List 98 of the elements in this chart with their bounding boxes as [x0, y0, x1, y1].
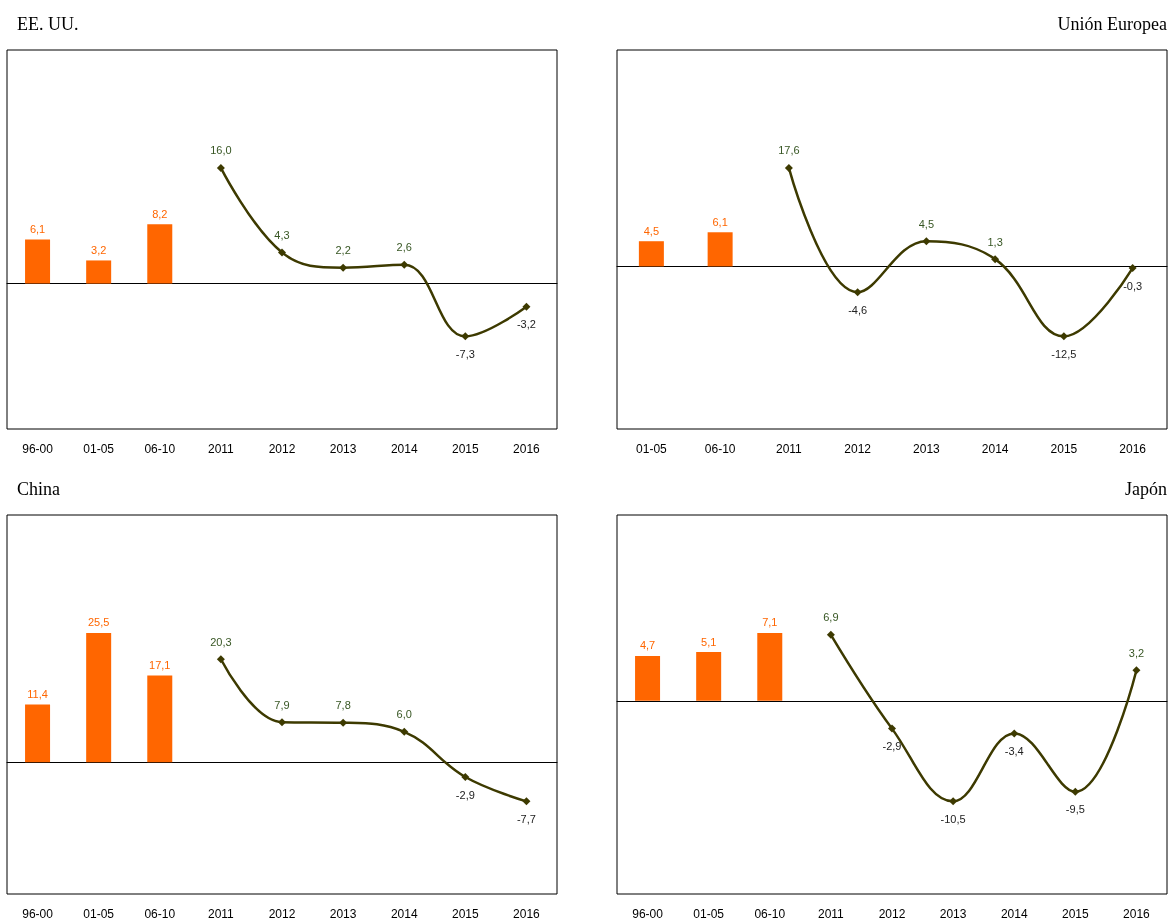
- data-label: 1,3: [987, 235, 1003, 248]
- point: [1128, 264, 1137, 273]
- data-label: 3,2: [1128, 646, 1145, 659]
- data-label: 5,1: [701, 635, 717, 648]
- x-tick-label: 06-10: [144, 442, 176, 456]
- data-label: -0,3: [1123, 279, 1143, 292]
- data-label: 17,6: [778, 144, 800, 157]
- data-label: 4,3: [274, 228, 290, 241]
- chart-title: Unión Europea: [1057, 14, 1168, 34]
- x-tick-label: 2011: [207, 442, 235, 456]
- data-label: -12,5: [1051, 347, 1077, 360]
- point: [461, 773, 470, 781]
- x-tick-label: 2011: [817, 907, 845, 921]
- point: [1071, 787, 1080, 796]
- chart-title: Japón: [1125, 479, 1167, 499]
- point: [888, 724, 896, 733]
- data-label: 11,4: [27, 687, 48, 700]
- x-tick-label: 2012: [268, 907, 296, 921]
- chart-title: EE. UU.: [17, 14, 79, 34]
- x-tick-label: 01-05: [693, 907, 725, 921]
- data-label: -9,5: [1065, 803, 1085, 816]
- point: [949, 797, 958, 806]
- data-label: 3,2: [91, 243, 107, 256]
- data-label: -2,9: [455, 788, 475, 801]
- data-label: 8,2: [152, 207, 168, 220]
- x-tick-label: 2015: [1061, 907, 1089, 921]
- data-label: -3,4: [1004, 744, 1024, 757]
- point: [853, 288, 862, 297]
- data-label: 4,5: [643, 224, 660, 237]
- x-tick-label: 2015: [451, 442, 479, 456]
- point: [826, 630, 835, 639]
- data-label: 6,0: [396, 708, 412, 721]
- point: [784, 163, 793, 172]
- x-tick-label: 01-05: [636, 442, 668, 456]
- x-tick-label: 2014: [1000, 907, 1028, 921]
- point: [922, 237, 931, 246]
- x-tick-label: 06-10: [754, 907, 786, 921]
- x-tick-label: 2013: [939, 907, 967, 921]
- point: [278, 718, 286, 727]
- point: [339, 263, 348, 272]
- point: [216, 655, 225, 664]
- point: [216, 163, 225, 172]
- x-tick-label: 2011: [207, 907, 235, 921]
- data-label: -10,5: [940, 812, 966, 825]
- data-label: 6,9: [823, 611, 839, 624]
- data-label: 2,2: [335, 244, 351, 257]
- data-label: -7,7: [516, 812, 536, 825]
- x-tick-label: 01-05: [83, 907, 115, 921]
- x-tick-label: 2013: [329, 442, 357, 456]
- data-label: 17,1: [149, 659, 171, 672]
- x-tick-label: 01-05: [83, 442, 115, 456]
- data-label: 6,1: [29, 222, 46, 235]
- x-tick-label: 2012: [878, 907, 906, 921]
- x-tick-label: 2012: [844, 442, 872, 456]
- x-tick-label: 2015: [1050, 442, 1078, 456]
- data-label: -3,2: [516, 318, 536, 331]
- x-tick-label: 2016: [513, 907, 541, 921]
- data-label: -2,9: [882, 740, 902, 753]
- data-label: 4,7: [639, 639, 656, 652]
- data-label: 25,5: [87, 616, 110, 629]
- data-label: 6,1: [712, 215, 728, 228]
- data-label: -4,6: [848, 303, 868, 316]
- x-tick-label: 2013: [329, 907, 357, 921]
- data-label: 20,3: [210, 635, 232, 648]
- data-label: 4,5: [918, 217, 935, 230]
- data-label: 2,6: [396, 241, 412, 254]
- x-tick-label: 2015: [451, 907, 479, 921]
- data-label: 7,8: [335, 699, 351, 712]
- x-tick-label: 2014: [390, 442, 418, 456]
- point: [522, 302, 531, 311]
- point: [522, 797, 531, 806]
- point: [400, 727, 409, 736]
- data-label: 7,1: [762, 616, 778, 629]
- point: [339, 718, 348, 727]
- point: [1132, 666, 1141, 675]
- x-tick-label: 2016: [1119, 442, 1147, 456]
- x-tick-label: 2011: [775, 442, 803, 456]
- data-label: 16,0: [210, 144, 232, 157]
- point: [461, 332, 470, 341]
- x-tick-label: 2014: [390, 907, 418, 921]
- point: [278, 248, 286, 257]
- chart-title: China: [17, 479, 61, 499]
- x-tick-label: 96-00: [632, 907, 664, 921]
- data-label: 7,9: [274, 698, 290, 711]
- x-tick-label: 06-10: [704, 442, 736, 456]
- x-tick-label: 2013: [913, 442, 941, 456]
- point: [991, 255, 1000, 264]
- point: [1059, 332, 1068, 341]
- point: [1010, 729, 1019, 738]
- x-tick-label: 2014: [981, 442, 1009, 456]
- data-label: -7,3: [455, 347, 475, 360]
- x-tick-label: 2012: [268, 442, 296, 456]
- x-tick-label: 2016: [513, 442, 541, 456]
- x-tick-label: 2016: [1123, 907, 1151, 921]
- x-tick-label: 96-00: [22, 442, 54, 456]
- x-tick-label: 96-00: [22, 907, 54, 921]
- point: [400, 260, 409, 269]
- x-tick-label: 06-10: [144, 907, 176, 921]
